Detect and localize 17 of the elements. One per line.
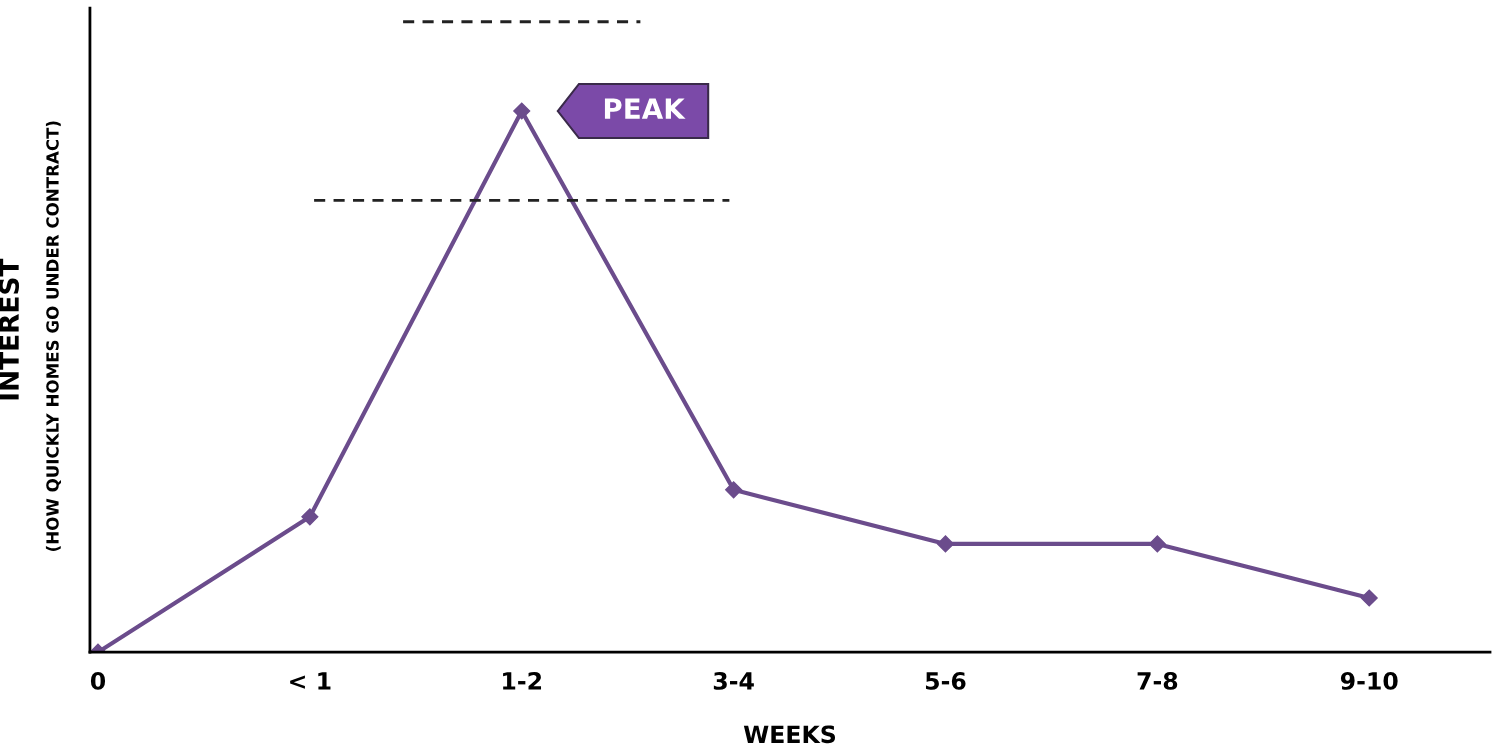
annotation: PEAK <box>604 98 686 119</box>
text: (HOW QUICKLY HOMES GO UNDER CONTRACT) <box>45 121 61 551</box>
x-tick-label: < 1 <box>290 672 331 690</box>
x-axis-title: WEEKS <box>743 725 836 744</box>
x-tick-label: 7-8 <box>1137 671 1178 690</box>
x-tick-label: 3-4 <box>713 671 754 690</box>
point <box>301 508 319 526</box>
point <box>936 535 955 553</box>
x-tick-label: 0 <box>90 671 106 690</box>
y-axis-title: INTEREST <box>0 258 20 400</box>
point <box>513 102 531 120</box>
x-tick-label: 1-2 <box>503 671 542 690</box>
point <box>725 481 743 499</box>
x-tick-label: 5-6 <box>925 672 966 690</box>
point <box>1360 589 1378 607</box>
point <box>1148 535 1166 553</box>
x-tick-label: 9-10 <box>1340 671 1398 690</box>
